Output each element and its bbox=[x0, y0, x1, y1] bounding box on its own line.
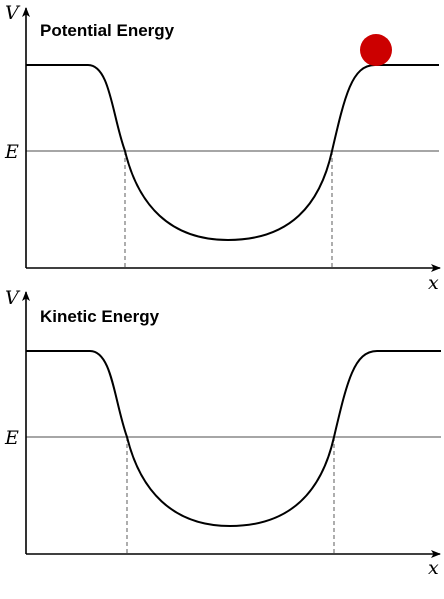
kinetic-curve bbox=[26, 350, 441, 528]
energy-label: E bbox=[4, 141, 19, 163]
y-axis-label: V bbox=[5, 287, 21, 309]
y-axis-label: V bbox=[5, 2, 21, 24]
ball bbox=[360, 34, 392, 66]
panel-title: Kinetic Energy bbox=[40, 307, 160, 326]
x-axis-label: x bbox=[428, 272, 439, 294]
x-axis-label: x bbox=[428, 557, 439, 579]
potential-energy-panel: Potential Energy V x E bbox=[4, 2, 441, 294]
panel-title: Potential Energy bbox=[40, 21, 175, 40]
energy-label: E bbox=[4, 427, 19, 449]
potential-curve bbox=[26, 64, 439, 242]
kinetic-energy-panel: Kinetic Energy V x E bbox=[4, 287, 441, 579]
